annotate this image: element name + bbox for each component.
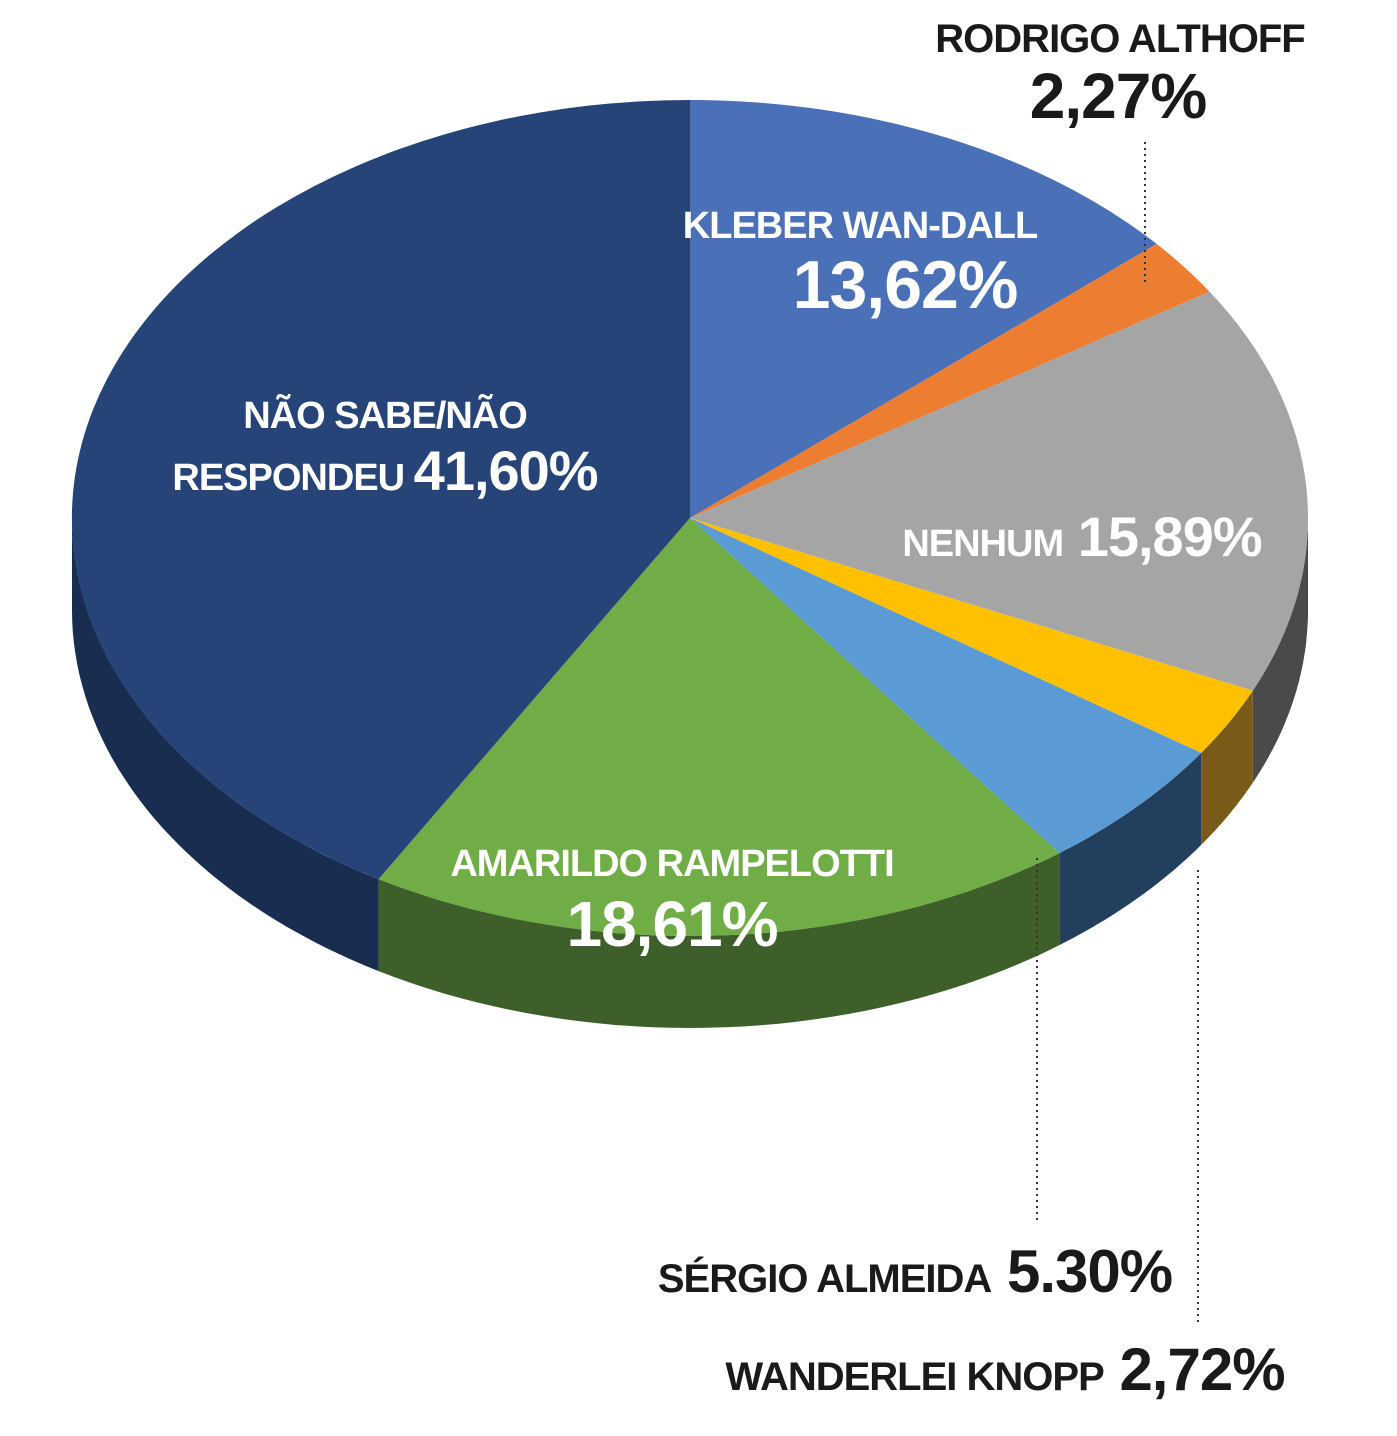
label-sergio-value: 5.30% <box>1007 1238 1172 1305</box>
side-nenhum <box>1252 518 1308 783</box>
side-nao-sabe-nao-respondeu <box>72 518 379 972</box>
label-nao-sabe-name-line1: NÃO SABE/NÃO <box>243 393 527 437</box>
label-sergio-name: SÉRGIO ALMEIDA <box>658 1256 992 1301</box>
slice-kleber-wan-dall <box>690 99 1157 518</box>
label-rodrigo-name: RODRIGO ALTHOFF <box>935 17 1304 61</box>
slice-nenhum <box>690 291 1309 691</box>
pie-3d-sides <box>72 518 1308 1028</box>
label-amarildo-value: 18,61% <box>566 888 777 960</box>
label-wanderlei-value: 2,72% <box>1119 1336 1284 1403</box>
label-kleber-value: 13,62% <box>793 247 1018 323</box>
leader-lines <box>1036 140 1199 1322</box>
label-nao-sabe-line2: RESPONDEU 41,60% <box>172 439 597 502</box>
label-nenhum-name: NENHUM <box>902 523 1063 565</box>
label-wanderlei-name: WANDERLEI KNOPP <box>725 1355 1104 1399</box>
label-nao-sabe-value: 41,60% <box>414 439 598 502</box>
slice-amarildo-rampelotti <box>378 518 1060 937</box>
pie-slices <box>71 99 1309 937</box>
label-rodrigo-value: 2,27% <box>1030 60 1207 132</box>
label-sergio: SÉRGIO ALMEIDA 5.30% <box>658 1238 1172 1305</box>
label-kleber-name: KLEBER WAN-DALL <box>683 205 1038 247</box>
label-amarildo-name: AMARILDO RAMPELOTTI <box>450 843 893 885</box>
label-wanderlei: WANDERLEI KNOPP 2,72% <box>725 1336 1284 1403</box>
label-nenhum: NENHUM 15,89% <box>902 505 1261 568</box>
slice-sergio-almeida <box>690 518 1202 853</box>
label-nenhum-value: 15,89% <box>1078 505 1262 568</box>
side-wanderlei-knopp <box>1201 690 1253 845</box>
side-amarildo-rampelotti <box>378 853 1060 1028</box>
slice-wanderlei-knopp <box>690 518 1253 753</box>
side-sergio-almeida <box>1059 752 1202 945</box>
slice-nao-sabe-nao-respondeu <box>71 100 691 880</box>
slice-rodrigo-althoff <box>690 243 1210 518</box>
